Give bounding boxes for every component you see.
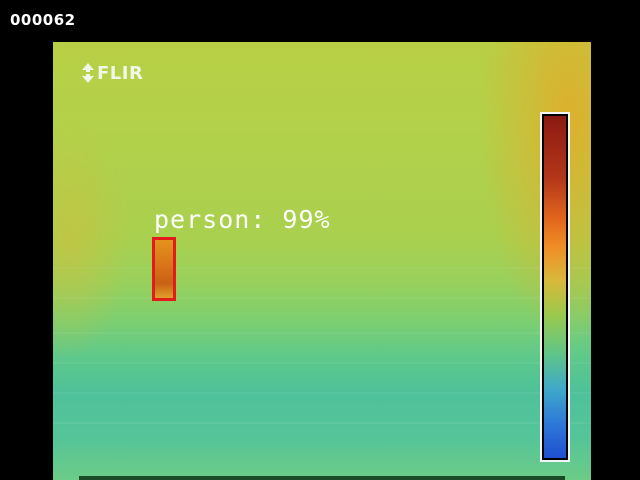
bottom-strip [79, 476, 565, 480]
flir-logo-icon [81, 62, 95, 84]
detection-label: person: 99% [154, 205, 331, 234]
frame-counter: 000062 [10, 11, 76, 29]
thermal-image: FLIR person: 99% [53, 42, 591, 480]
person-detection-box [152, 237, 176, 301]
temperature-colorbar [540, 112, 570, 462]
flir-logo: FLIR [81, 62, 143, 84]
flir-brand-text: FLIR [97, 62, 144, 84]
